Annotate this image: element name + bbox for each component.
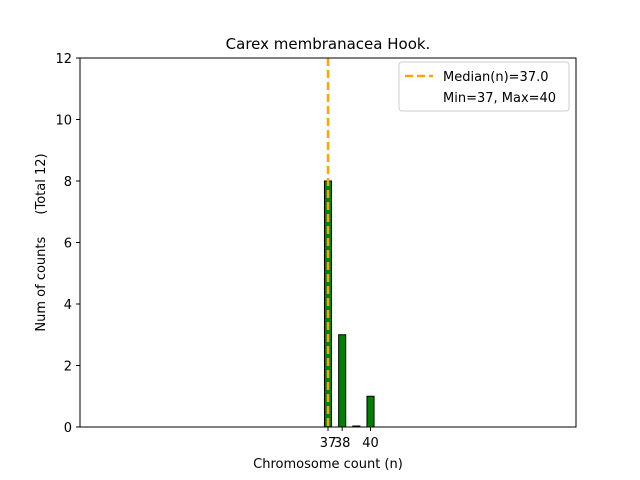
bar — [366, 395, 375, 428]
y-tick-label: 4 — [64, 298, 72, 313]
plot-frame — [79, 57, 577, 428]
legend-median-label: Median(n)=37.0 — [443, 70, 549, 85]
chart-title: Carex membranacea Hook. — [226, 35, 431, 53]
y-tick-label: 10 — [55, 114, 72, 129]
bar-series — [323, 180, 375, 428]
y-axis-label-total: (Total 12) — [34, 153, 49, 214]
y-tick-label: 8 — [64, 175, 72, 190]
x-tick-label: 38 — [334, 436, 351, 451]
y-tick-label: 2 — [64, 360, 72, 375]
y-tick-label: 0 — [64, 421, 72, 436]
x-axis-label: Chromosome count (n) — [253, 457, 403, 472]
x-tick-label: 37 — [320, 436, 337, 451]
legend-box — [398, 61, 570, 112]
y-axis-ticks: 0 2 4 6 8 10 12 — [55, 52, 80, 436]
bar — [338, 334, 347, 428]
y-axis-label: Num of counts (Total 12) — [34, 153, 49, 331]
x-tick-label: 40 — [362, 436, 379, 451]
legend: Median(n)=37.0 Min=37, Max=40 — [398, 61, 570, 112]
legend-range-label: Min=37, Max=40 — [443, 91, 556, 106]
y-tick-label: 6 — [64, 237, 72, 252]
y-tick-label: 12 — [55, 52, 72, 67]
y-axis-label-main: Num of counts — [34, 237, 49, 332]
